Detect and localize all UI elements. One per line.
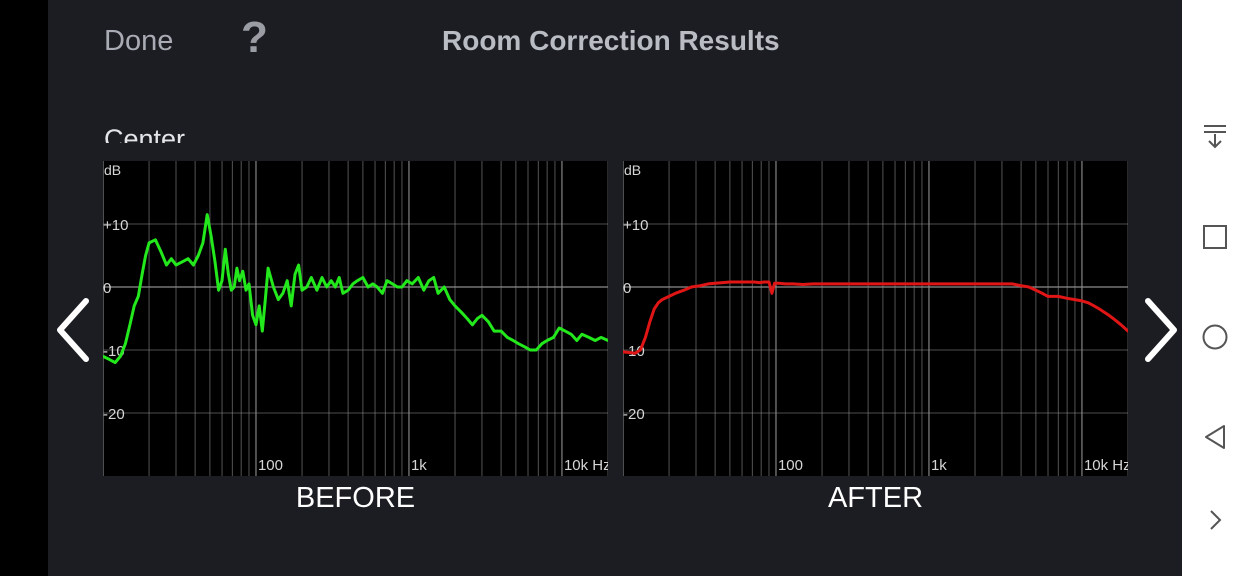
chart0-series-line-0 [103,213,608,365]
chart0-y-axis-label: dB [104,162,121,178]
back-triangle-icon[interactable] [1199,421,1231,453]
chart1-x-tick-label: 100 [778,457,803,474]
chart1-grid [623,161,1128,476]
page-title: Room Correction Results [442,25,780,56]
chart1-x-tick-label: 1k [931,457,947,474]
chart1-y-axis-label: dB [624,162,641,178]
channel-label: Center [104,124,186,143]
before-chart: dB +10 0 -10 -20 100 1k 10k Hz [103,161,608,476]
chart1-y-tick-label: +10 [623,217,648,234]
done-button[interactable]: Done [104,25,174,57]
question-mark-icon[interactable]: ? [241,13,268,62]
chart1-y-tick-label: -20 [623,406,645,423]
chart0-x-tick-label: 1k [411,457,427,474]
notification-pull-down-icon[interactable] [1199,120,1231,152]
chart0-grid [103,161,608,476]
chart0-y-tick-label: -20 [103,406,125,423]
chart0-x-tick-label: 10k Hz [564,457,608,474]
chevron-left-icon[interactable] [52,295,96,365]
home-circle-icon[interactable] [1199,321,1231,353]
chart0-y-tick-label: 0 [103,280,111,297]
system-navigation-bar [1182,0,1248,576]
chevron-right-icon[interactable] [1199,504,1231,536]
chart0-x-tick-label: 100 [258,457,283,474]
app-screen: Done ? Room Correction Results Center dB… [48,0,1182,576]
after-chart-caption: AFTER [827,482,924,514]
chart1-x-tick-label: 10k Hz [1084,457,1128,474]
chart0-y-tick-label: +10 [103,217,128,234]
chart1-series-line-0 [623,280,1128,355]
after-chart-svg: dB +10 0 -10 -20 100 1k 10k Hz [623,161,1128,476]
chart1-y-tick-label: 0 [623,280,631,297]
chevron-right-icon[interactable] [1138,295,1182,365]
recents-square-icon[interactable] [1199,221,1231,253]
before-chart-caption: BEFORE [295,482,416,514]
chart1-y-tick-label: -10 [623,343,645,360]
after-chart: dB +10 0 -10 -20 100 1k 10k Hz [623,161,1128,476]
